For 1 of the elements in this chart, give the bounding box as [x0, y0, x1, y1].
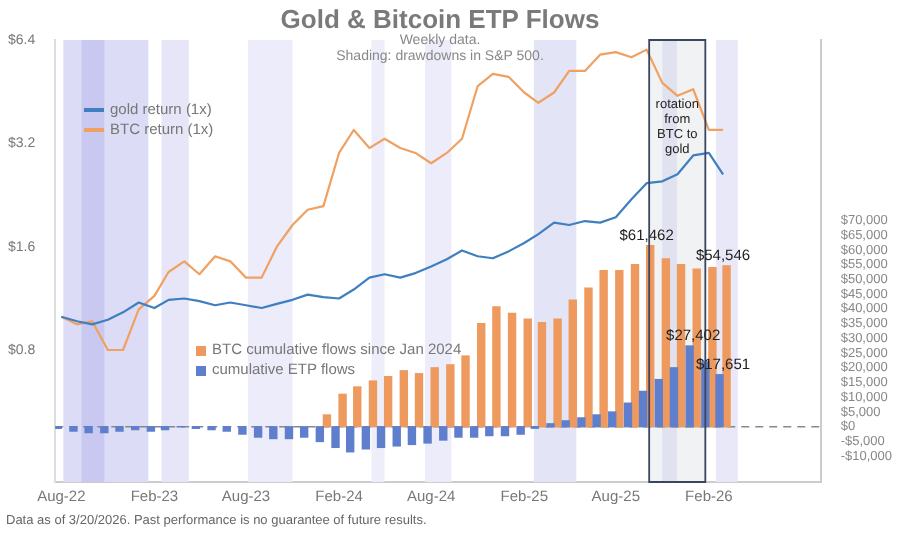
- chart-title: Gold & Bitcoin ETP Flows: [278, 4, 602, 34]
